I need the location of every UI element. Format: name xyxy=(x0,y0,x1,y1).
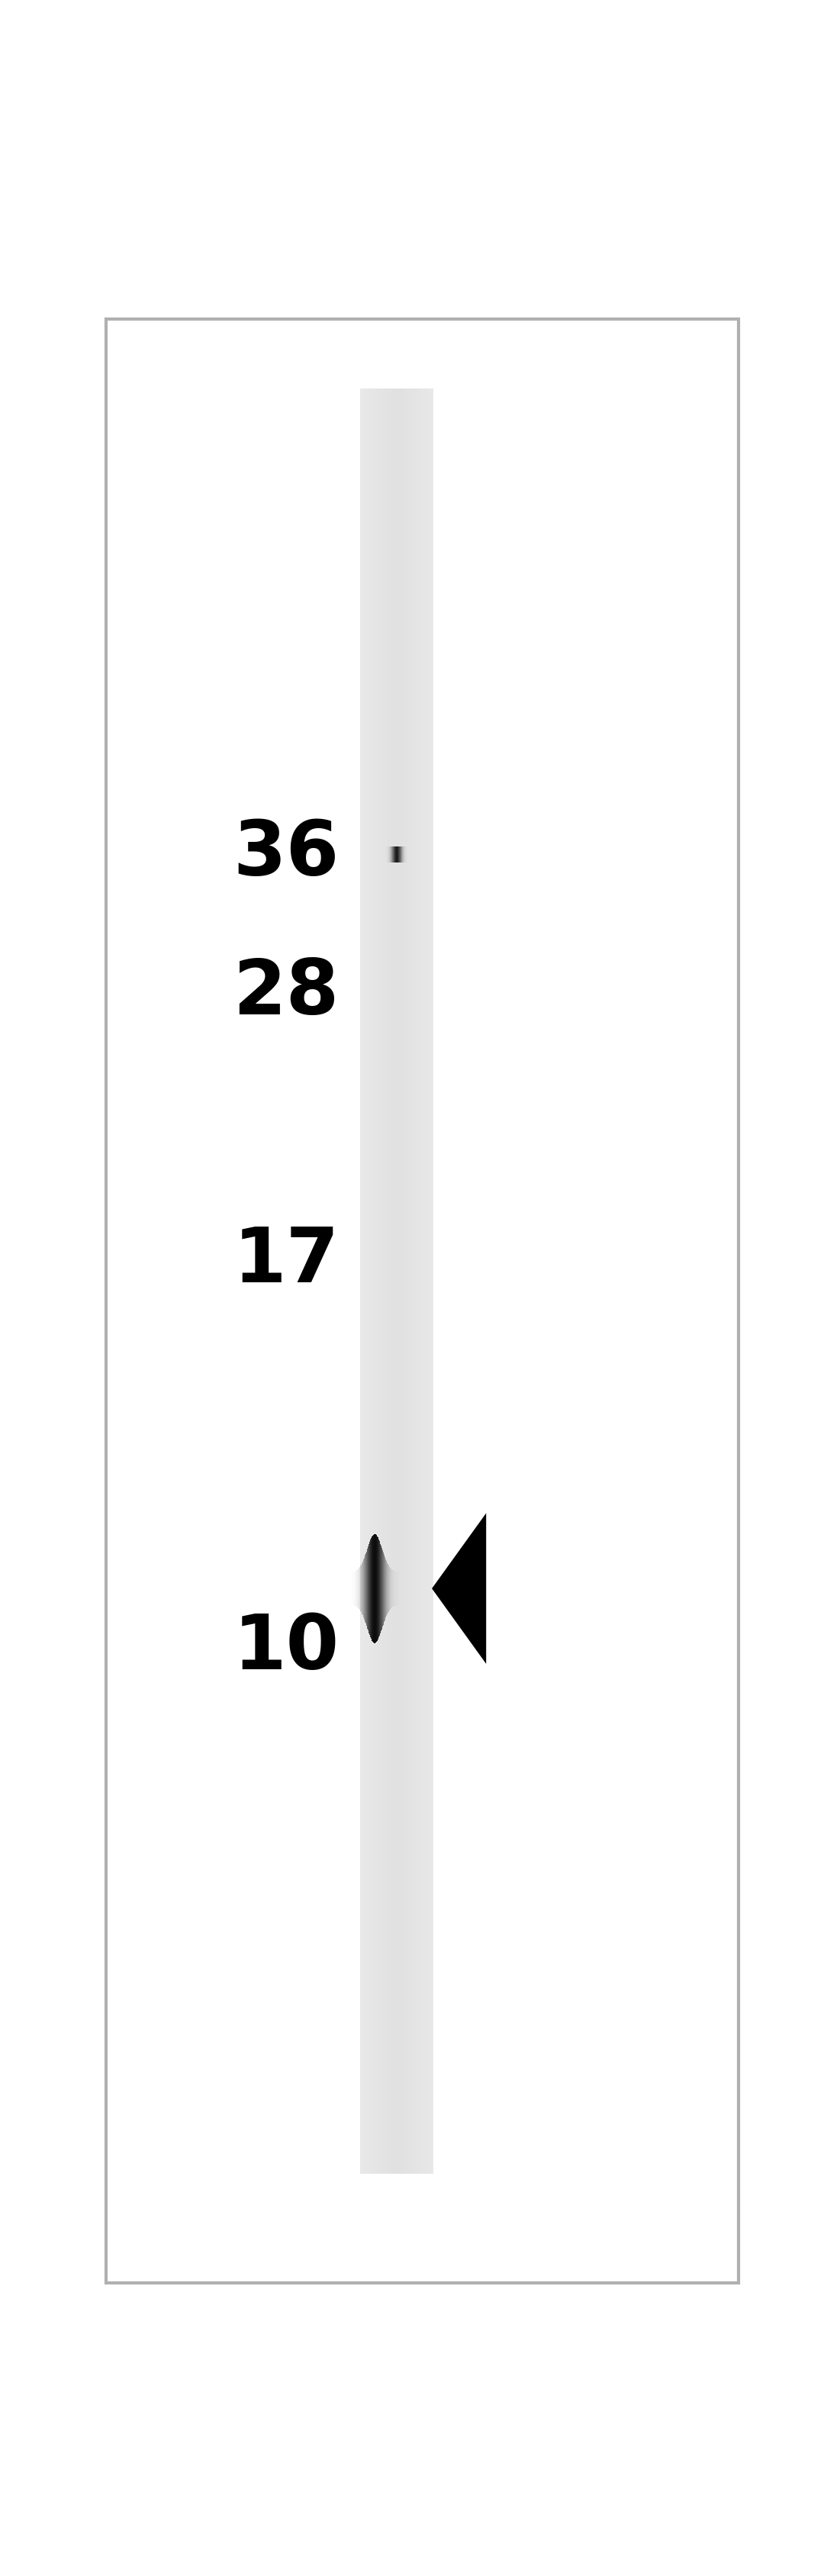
Bar xyxy=(431,389,433,2174)
Bar xyxy=(381,389,382,2174)
Bar xyxy=(423,389,424,2174)
Bar xyxy=(383,389,385,2174)
Bar xyxy=(419,389,420,2174)
Bar xyxy=(418,389,419,2174)
Bar xyxy=(413,389,414,2174)
Bar xyxy=(414,389,415,2174)
Bar xyxy=(409,389,410,2174)
Bar xyxy=(410,389,411,2174)
Bar xyxy=(375,389,376,2174)
Bar xyxy=(372,389,373,2174)
Bar xyxy=(428,389,430,2174)
Bar xyxy=(404,389,405,2174)
Bar xyxy=(376,389,377,2174)
Bar xyxy=(363,389,365,2174)
Text: 10: 10 xyxy=(233,1610,339,1685)
Bar xyxy=(365,389,366,2174)
Bar xyxy=(390,389,391,2174)
Text: 28: 28 xyxy=(233,956,339,1030)
Bar xyxy=(380,389,381,2174)
Bar xyxy=(366,389,368,2174)
Bar xyxy=(386,389,387,2174)
Bar xyxy=(430,389,431,2174)
Bar xyxy=(370,389,371,2174)
Bar xyxy=(361,389,363,2174)
Bar xyxy=(371,389,372,2174)
Bar xyxy=(398,389,399,2174)
Bar xyxy=(395,389,396,2174)
Bar xyxy=(403,389,404,2174)
Bar xyxy=(360,389,361,2174)
Bar xyxy=(401,389,403,2174)
Bar xyxy=(415,389,416,2174)
Bar xyxy=(382,389,383,2174)
Bar xyxy=(392,389,393,2174)
Bar xyxy=(424,389,425,2174)
Bar xyxy=(400,389,401,2174)
Bar xyxy=(385,389,386,2174)
Bar xyxy=(391,389,392,2174)
Bar xyxy=(416,389,418,2174)
Bar xyxy=(406,389,408,2174)
Bar xyxy=(426,389,428,2174)
Bar xyxy=(378,389,380,2174)
Text: 17: 17 xyxy=(233,1224,339,1298)
Bar xyxy=(425,389,426,2174)
Bar xyxy=(421,389,423,2174)
Bar xyxy=(368,389,370,2174)
Bar xyxy=(373,389,375,2174)
Bar xyxy=(396,389,397,2174)
Bar xyxy=(393,389,395,2174)
Polygon shape xyxy=(432,1512,486,1664)
Bar xyxy=(411,389,413,2174)
Bar xyxy=(387,389,388,2174)
Bar xyxy=(360,389,433,2174)
Text: 36: 36 xyxy=(233,817,339,891)
Bar xyxy=(399,389,400,2174)
Bar xyxy=(420,389,421,2174)
Bar xyxy=(388,389,390,2174)
Bar xyxy=(377,389,378,2174)
Bar xyxy=(408,389,409,2174)
Bar xyxy=(397,389,398,2174)
Bar xyxy=(405,389,406,2174)
